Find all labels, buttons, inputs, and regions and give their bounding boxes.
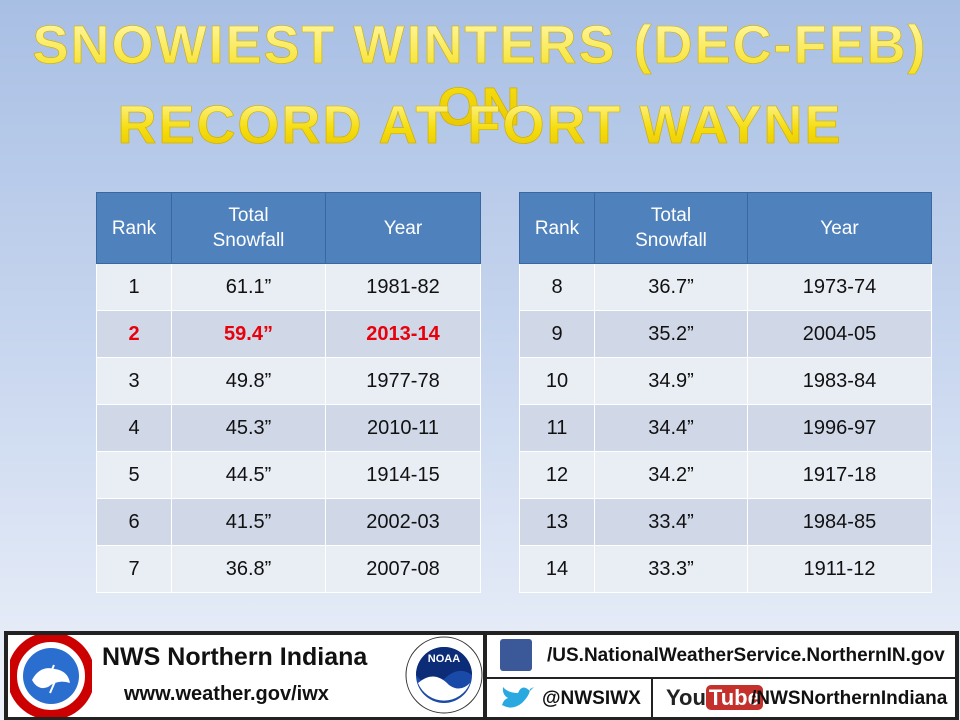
table-cell: 1981-82 — [325, 263, 481, 311]
table-cell: 34.9” — [594, 357, 748, 405]
header-cell: Rank — [519, 192, 595, 264]
header-cell: Year — [747, 192, 932, 264]
header-row: Rank Total Snowfall Year — [96, 192, 481, 264]
table-cell: 1917-18 — [747, 451, 932, 499]
table-row: 3 49.8” 1977-78 — [96, 357, 481, 405]
table-row: 2 59.4” 2013-14 — [96, 310, 481, 358]
header-row: Rank Total Snowfall Year — [519, 192, 932, 264]
table-cell: 4 — [96, 404, 172, 452]
nws-logo — [10, 635, 92, 717]
facebook-link[interactable]: /US.NationalWeatherService.NorthernIN.go… — [547, 645, 945, 666]
twitter-icon — [502, 687, 534, 708]
table-row: 12 34.2” 1917-18 — [519, 451, 932, 499]
table-cell: 8 — [519, 263, 595, 311]
table-cell: 1983-84 — [747, 357, 932, 405]
table-row: 5 44.5” 1914-15 — [96, 451, 481, 499]
header-cell: Total Snowfall — [171, 192, 326, 264]
table-row: 11 34.4” 1996-97 — [519, 404, 932, 452]
table-row: 8 36.7” 1973-74 — [519, 263, 932, 311]
table-cell: 61.1” — [171, 263, 326, 311]
title-line: SNOWIEST WINTERS (DEC-FEB) ON — [0, 14, 960, 138]
table-cell: 2013-14 — [325, 310, 481, 358]
table-cell: 59.4” — [171, 310, 326, 358]
office-url[interactable]: www.weather.gov/iwx — [124, 683, 329, 705]
table-cell: 1984-85 — [747, 498, 932, 546]
office-box — [6, 633, 485, 719]
youtube-logo: You Tube — [666, 685, 763, 711]
table-cell: 36.8” — [171, 545, 326, 593]
youtube-channel[interactable]: /NWSNorthernIndiana — [751, 688, 948, 709]
table-cell: 14 — [519, 545, 595, 593]
table-cell: 45.3” — [171, 404, 326, 452]
facebook-icon — [500, 639, 532, 671]
table-cell: 2007-08 — [325, 545, 481, 593]
footer: NWS Northern Indiana www.weather.gov/iwx… — [4, 631, 959, 720]
table-cell: 33.4” — [594, 498, 748, 546]
table-cell: 2002-03 — [325, 498, 481, 546]
table-cell: 35.2” — [594, 310, 748, 358]
noaa-text: NOAA — [428, 653, 460, 665]
table-cell: 6 — [96, 498, 172, 546]
table-row: 4 45.3” 2010-11 — [96, 404, 481, 452]
table-row: 7 36.8” 2007-08 — [96, 545, 481, 593]
table-row: 1 61.1” 1981-82 — [96, 263, 481, 311]
table-cell: 5 — [96, 451, 172, 499]
table-cell: 1914-15 — [325, 451, 481, 499]
title-line: RECORD AT FORT WAYNE — [0, 94, 960, 156]
table-cell: 1973-74 — [747, 263, 932, 311]
table-cell: 44.5” — [171, 451, 326, 499]
table-cell: 49.8” — [171, 357, 326, 405]
table-cell: 11 — [519, 404, 595, 452]
table-cell: 2010-11 — [325, 404, 481, 452]
header-cell: Total Snowfall — [594, 192, 748, 264]
table: Rank Total Snowfall Year 8 36.7” 1973-74 9 35.2… — [519, 192, 932, 593]
table-cell: 34.2” — [594, 451, 748, 499]
twitter-handle[interactable]: @NWSIWX — [542, 688, 641, 709]
youtube-box — [651, 677, 957, 719]
table-cell: 41.5” — [171, 498, 326, 546]
table-cell: 1996-97 — [747, 404, 932, 452]
table-cell: 2004-05 — [747, 310, 932, 358]
table-cell: 1 — [96, 263, 172, 311]
header-cell: Year — [325, 192, 481, 264]
table-cell: 9 — [519, 310, 595, 358]
table-row: 9 35.2” 2004-05 — [519, 310, 932, 358]
table-cell: 1977-78 — [325, 357, 481, 405]
table-cell: 10 — [519, 357, 595, 405]
table-row: 6 41.5” 2002-03 — [96, 498, 481, 546]
youtube-you: You — [666, 685, 706, 710]
table-row: 13 33.4” 1984-85 — [519, 498, 932, 546]
table-cell: 33.3” — [594, 545, 748, 593]
header-cell: Rank — [96, 192, 172, 264]
table-cell: 36.7” — [594, 263, 748, 311]
table-row: 10 34.9” 1983-84 — [519, 357, 932, 405]
table-cell: 12 — [519, 451, 595, 499]
youtube-tube: Tube — [705, 685, 763, 710]
table: Rank Total Snowfall Year 1 61.1” 1981-82 2 59.4… — [96, 192, 481, 593]
table-row: 14 33.3” 1911-12 — [519, 545, 932, 593]
table-cell: 34.4” — [594, 404, 748, 452]
noaa-logo: NOAA — [405, 636, 483, 714]
table-cell: 3 — [96, 357, 172, 405]
table-cell: 1911-12 — [747, 545, 932, 593]
office-name: NWS Northern Indiana — [102, 643, 368, 671]
table-cell: 7 — [96, 545, 172, 593]
table-cell: 2 — [96, 310, 172, 358]
table-cell: 13 — [519, 498, 595, 546]
